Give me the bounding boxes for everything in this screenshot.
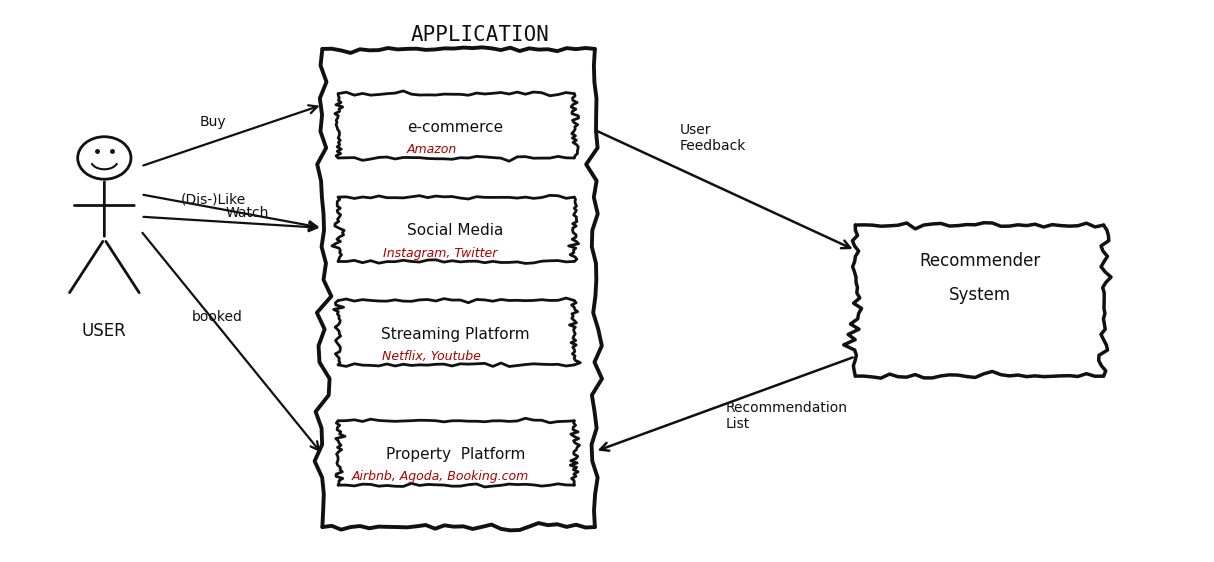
Text: Social Media: Social Media [408, 223, 504, 238]
Text: APPLICATION: APPLICATION [410, 25, 549, 45]
Text: Recommendation
List: Recommendation List [726, 401, 847, 432]
Text: System: System [949, 286, 1011, 304]
Text: booked: booked [192, 310, 243, 324]
Text: e-commerce: e-commerce [408, 120, 504, 135]
Text: Buy: Buy [200, 115, 227, 129]
Text: USER: USER [83, 323, 126, 341]
Text: Streaming Platform: Streaming Platform [381, 327, 529, 342]
Text: Netflix, Youtube: Netflix, Youtube [382, 350, 481, 363]
Text: Watch: Watch [226, 206, 268, 220]
Text: Instagram, Twitter: Instagram, Twitter [382, 247, 497, 260]
Text: Amazon: Amazon [407, 143, 456, 156]
Text: Airbnb, Agoda, Booking.com: Airbnb, Agoda, Booking.com [351, 470, 528, 483]
Text: Recommender: Recommender [919, 252, 1040, 270]
Text: Property  Platform: Property Platform [386, 447, 526, 462]
Text: (Dis-)Like: (Dis-)Like [181, 193, 246, 207]
Text: User
Feedback: User Feedback [680, 123, 747, 153]
